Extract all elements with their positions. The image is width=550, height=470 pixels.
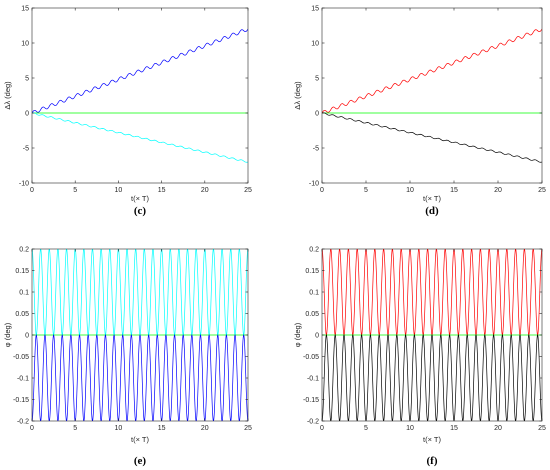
y-tick-label: -0.1: [307, 376, 319, 383]
y-tick-label: 0: [25, 111, 29, 118]
panel-caption: (c): [134, 205, 147, 217]
y-tick-label: 0.05: [15, 311, 29, 318]
y-tick-label: -0.05: [303, 354, 319, 361]
y-axis-label: Δλ (deg): [293, 81, 302, 110]
x-axis-label: t(× T): [131, 435, 149, 444]
x-tick-label: 15: [450, 187, 458, 194]
y-tick-label: 0.15: [15, 268, 29, 275]
x-tick-label: 10: [406, 425, 414, 432]
y-tick-label: -0.15: [303, 397, 319, 404]
y-tick-label: 0.1: [19, 290, 29, 297]
series-line-0: [322, 28, 542, 114]
x-tick-label: 5: [364, 187, 368, 194]
y-tick-label: -0.15: [13, 397, 29, 404]
x-tick-label: 5: [364, 425, 368, 432]
x-tick-label: 15: [450, 425, 458, 432]
y-tick-label: 0.2: [309, 247, 319, 254]
series-line-2: [322, 334, 542, 421]
series-line-2: [32, 112, 248, 163]
series-line-0: [32, 28, 248, 114]
y-tick-label: 5: [315, 76, 319, 83]
y-tick-label: 0.2: [19, 247, 29, 254]
series-group: [322, 249, 542, 421]
series-line-2: [322, 112, 542, 163]
y-tick-label: 0.15: [305, 268, 319, 275]
x-tick-label: 0: [30, 425, 34, 432]
chart-panel-2: 0 5 10 15 20 25 -0.2 -0.15 -0.1 -0.05 0 0.05 0.1 0.15…: [3, 247, 252, 468]
chart-panel-1: 0 5 10 15 20 25 -10 -5 0 5 10 15 t(× T) Δλ (deg) (d): [293, 6, 546, 218]
panel-caption: (f): [427, 455, 438, 467]
plot-area: [32, 8, 248, 183]
x-tick-label: 25: [244, 187, 252, 194]
x-tick-label: 25: [538, 425, 546, 432]
x-tick-label: 20: [494, 187, 502, 194]
y-tick-label: 10: [21, 41, 29, 48]
x-tick-label: 5: [73, 187, 77, 194]
x-tick-label: 20: [201, 425, 209, 432]
x-axis-label: t(× T): [423, 194, 441, 203]
y-tick-label: 0.1: [309, 290, 319, 297]
x-tick-label: 5: [73, 425, 77, 432]
y-tick-label: -0.2: [17, 419, 29, 426]
axes-box: [31, 7, 249, 184]
y-tick-label: 0: [315, 333, 319, 340]
y-tick-label: -5: [313, 146, 319, 153]
y-tick-label: -0.1: [17, 376, 29, 383]
y-tick-label: -0.05: [13, 354, 29, 361]
x-tick-label: 10: [406, 187, 414, 194]
chart-panel-3: 0 5 10 15 20 25 -0.2 -0.15 -0.1 -0.05 0 0.05 0.1 0.15…: [293, 247, 546, 468]
y-tick-label: 0: [25, 333, 29, 340]
y-tick-label: -10: [309, 181, 319, 188]
x-tick-label: 0: [320, 425, 324, 432]
y-tick-label: -0.2: [307, 419, 319, 426]
y-tick-label: 0.05: [305, 311, 319, 318]
y-tick-label: -5: [23, 146, 29, 153]
y-axis-label: φ (deg): [293, 322, 302, 347]
y-tick-label: 10: [311, 41, 319, 48]
x-tick-label: 0: [30, 187, 34, 194]
y-tick-label: 15: [21, 6, 29, 13]
y-tick-label: 15: [311, 6, 319, 13]
series-group: [322, 28, 542, 163]
chart-panel-0: 0 5 10 15 20 25 -10 -5 0 5 10 15 t(× T) Δλ (deg) (c): [3, 6, 252, 218]
x-tick-label: 25: [244, 425, 252, 432]
x-tick-label: 20: [201, 187, 209, 194]
x-tick-label: 0: [320, 187, 324, 194]
x-axis-label: t(× T): [423, 435, 441, 444]
x-tick-label: 15: [158, 425, 166, 432]
series-group: [32, 28, 248, 163]
panel-caption: (e): [134, 455, 147, 467]
y-axis-label: Δλ (deg): [3, 81, 12, 110]
axes-box: [321, 7, 543, 184]
series-line-2: [32, 334, 248, 421]
x-tick-label: 25: [538, 187, 546, 194]
x-tick-label: 15: [158, 187, 166, 194]
panel-caption: (d): [425, 205, 439, 217]
plot-area: [322, 8, 542, 183]
y-tick-label: 0: [315, 111, 319, 118]
x-tick-label: 20: [494, 425, 502, 432]
y-tick-label: 5: [25, 76, 29, 83]
x-tick-label: 10: [115, 187, 123, 194]
x-tick-label: 10: [115, 425, 123, 432]
series-group: [32, 249, 248, 421]
x-axis-label: t(× T): [131, 194, 149, 203]
y-tick-label: -10: [19, 181, 29, 188]
y-axis-label: φ (deg): [3, 322, 12, 347]
